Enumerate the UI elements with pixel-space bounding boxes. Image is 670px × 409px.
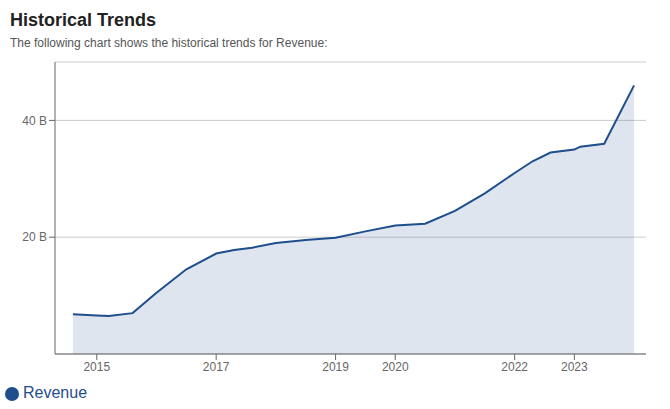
svg-text:40 B: 40 B: [22, 114, 47, 128]
svg-text:2015: 2015: [83, 360, 110, 374]
html-text:The following chart shows the: The following chart shows the historical…: [10, 36, 328, 50]
html-text:Revenue: Revenue: [23, 384, 87, 401]
svg-text:2023: 2023: [561, 360, 588, 374]
svg-text:2019: 2019: [322, 360, 349, 374]
svg-text:2017: 2017: [203, 360, 230, 374]
svg-text:20 B: 20 B: [22, 230, 47, 244]
svg-text:2022: 2022: [501, 360, 528, 374]
svg-text:2020: 2020: [382, 360, 409, 374]
html-text:Historical Trends: Historical Trends: [10, 10, 157, 30]
